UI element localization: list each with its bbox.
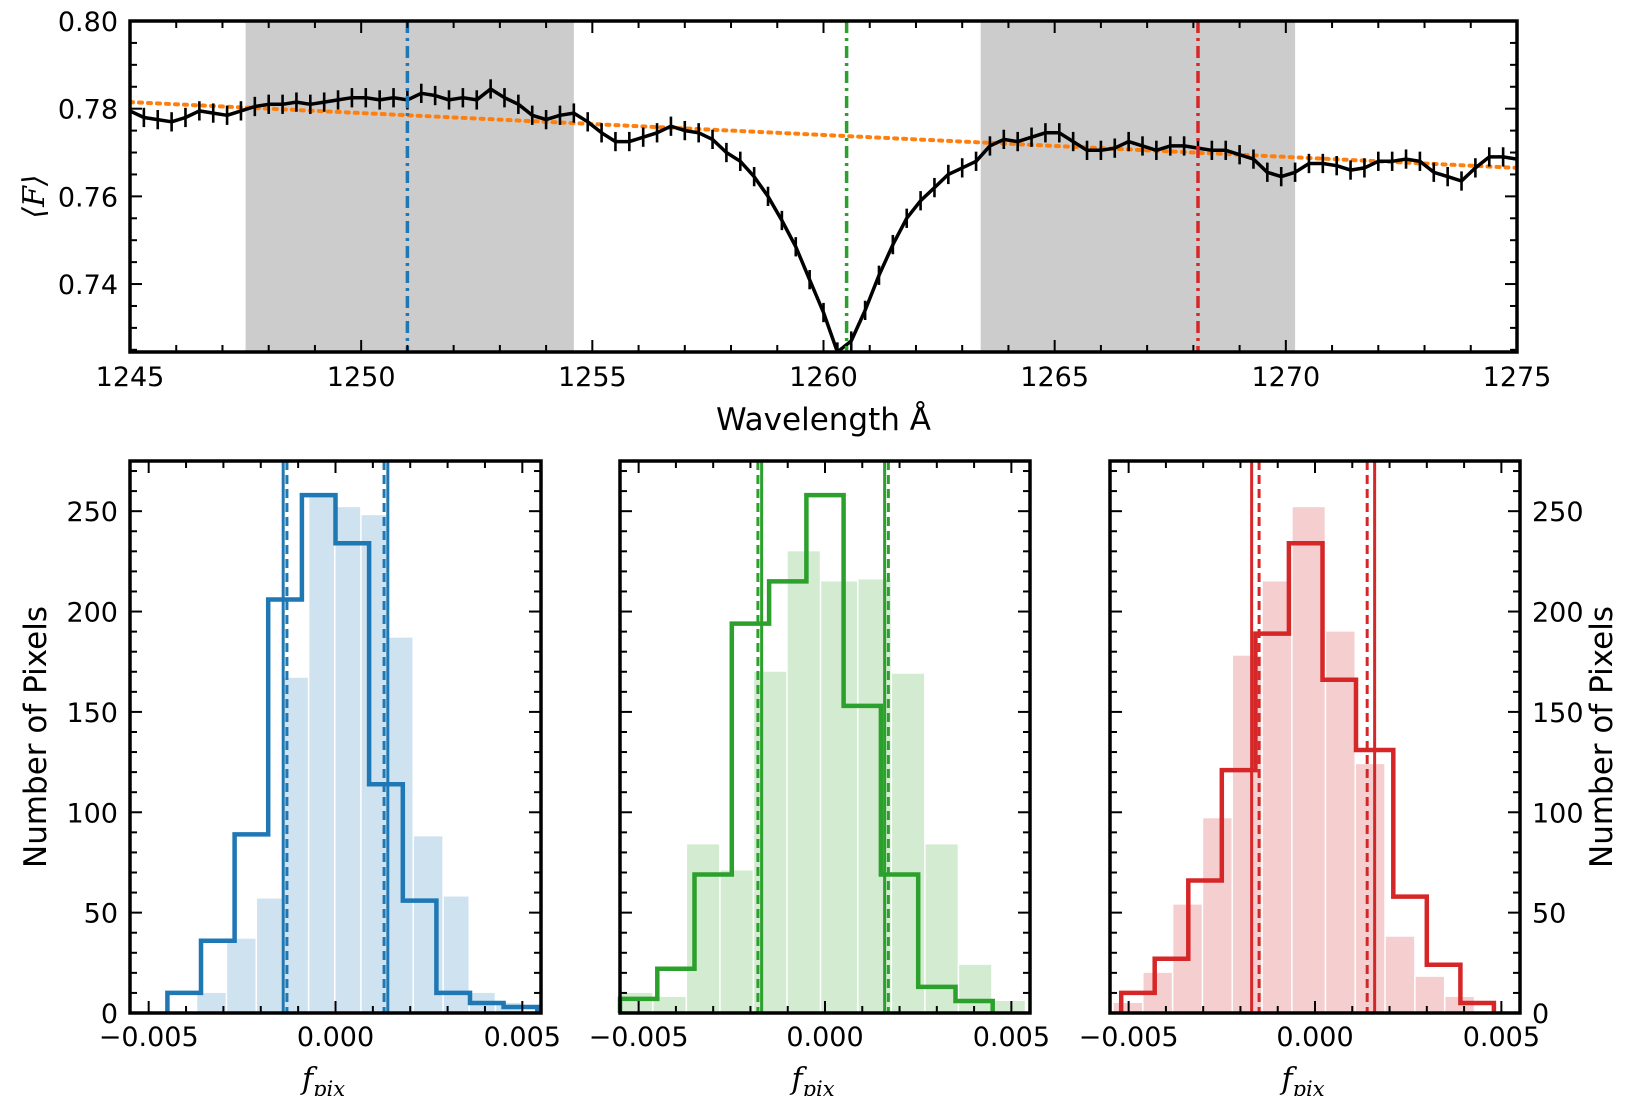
x-axis-title-subscript: pix [803, 1077, 835, 1096]
y-tick-label: 0 [101, 999, 118, 1030]
shaded-region-2 [980, 21, 1296, 352]
filled-bar [959, 964, 992, 1013]
y-tick-label: 250 [66, 497, 118, 528]
filled-bar [1262, 581, 1292, 1013]
histogram-panel-2: −0.005 0.000 0.005 fpix [589, 459, 1050, 1096]
filled-bar [821, 581, 858, 1013]
filled-bar [361, 515, 387, 1013]
y-tick-label: 0.80 [58, 7, 118, 38]
y-axis-title: Number of Pixels [18, 606, 54, 868]
filled-bar [309, 493, 334, 1014]
filled-bar [1203, 818, 1232, 1013]
y-tick-label: 150 [66, 698, 118, 729]
y-tick-label: 200 [1532, 598, 1584, 629]
y-axis-title: ⟨F⟩ [17, 174, 52, 218]
x-axis-title: fpix [300, 1062, 345, 1096]
shaded-region-1 [245, 21, 574, 352]
x-tick-label: −0.005 [99, 1022, 199, 1053]
x-tick-label: 1265 [1020, 362, 1089, 393]
x-tick-label: 0.005 [1463, 1022, 1540, 1053]
y-tick-label: 50 [1532, 899, 1566, 930]
filled-bar [620, 992, 653, 1013]
top-panel: 1245 1250 1255 1260 1265 1270 1275 0.74 0.76 0.78… [17, 7, 1551, 438]
filled-bar [197, 992, 226, 1013]
x-tick-label: 1245 [96, 362, 165, 393]
x-axis-title: Wavelength Å [716, 402, 931, 438]
y-axis-title: Number of Pixels [1584, 606, 1620, 868]
outline-histogram [1118, 541, 1497, 1013]
filled-bar [443, 896, 469, 1013]
x-axis-title-subscript: pix [313, 1077, 345, 1096]
filled-bar [227, 938, 256, 1013]
filled-bar [787, 551, 820, 1013]
filled-bar [1415, 976, 1444, 1013]
x-tick-label: 0.000 [297, 1022, 374, 1053]
x-tick-label: 0.005 [973, 1022, 1050, 1053]
y-tick-label: 200 [66, 598, 118, 629]
filled-bar [387, 637, 413, 1013]
x-tick-label: 1270 [1251, 362, 1320, 393]
filled-bar [754, 671, 787, 1013]
x-tick-label: 1275 [1483, 362, 1552, 393]
y-tick-label: 100 [66, 798, 118, 829]
y-tick-label: 100 [1532, 798, 1584, 829]
filled-bar [720, 870, 753, 1013]
x-axis-title: fpix [789, 1062, 834, 1096]
x-tick-label: −0.005 [589, 1022, 689, 1053]
y-tick-label: 50 [84, 899, 118, 930]
filled-bar [687, 844, 720, 1013]
y-tick-label: 0.76 [58, 182, 118, 213]
x-tick-label: 0.005 [484, 1022, 561, 1053]
filled-bar [1292, 507, 1325, 1013]
y-tick-label: 150 [1532, 698, 1584, 729]
outline-histogram [617, 492, 995, 1013]
y-tick-label: 250 [1532, 497, 1584, 528]
x-axis-title-subscript: pix [1293, 1077, 1325, 1096]
filled-bar [1356, 764, 1385, 1013]
filled-bar [992, 1000, 1025, 1013]
x-tick-label: 1255 [558, 362, 627, 393]
x-tick-label: 0.000 [786, 1022, 863, 1053]
x-tick-label: 1260 [789, 362, 858, 393]
x-axis-title: fpix [1279, 1062, 1324, 1096]
outline-histogram [165, 492, 540, 1013]
filled-bar [653, 996, 686, 1013]
filled-bar [335, 507, 361, 1013]
x-tick-label: 1250 [327, 362, 396, 393]
filled-bar [257, 898, 282, 1013]
x-tick-label: 0.000 [1276, 1022, 1353, 1053]
y-tick-label: 0.74 [58, 270, 118, 301]
top-plot-area [130, 21, 1517, 352]
y-tick-label: 0 [1532, 999, 1549, 1030]
x-tick-label: −0.005 [1079, 1022, 1179, 1053]
filled-bar [1326, 631, 1355, 1013]
histogram-panel-1: −0.005 0.000 0.005 0 50 100 150 200 250 fpix Numbe… [18, 459, 561, 1096]
y-tick-label: 0.78 [58, 95, 118, 126]
continuum-fit-line [130, 100, 1517, 170]
filled-bar [1385, 936, 1415, 1013]
